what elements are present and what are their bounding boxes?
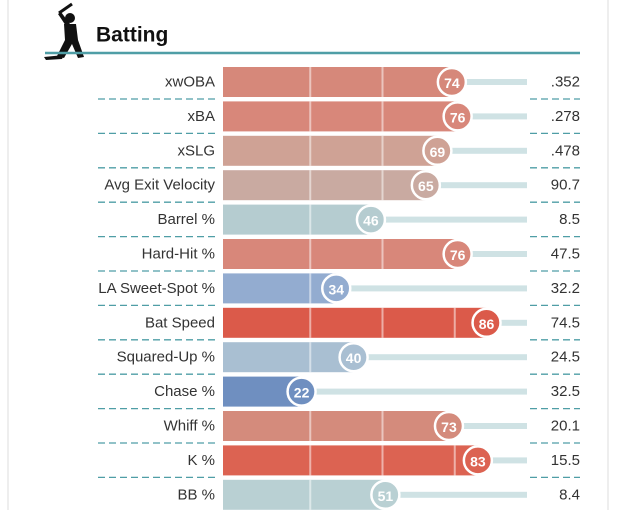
metric-label: Avg Exit Velocity [104, 177, 215, 194]
percentile-label: 73 [441, 419, 457, 435]
bar [223, 204, 371, 235]
metric-label: Chase % [154, 383, 215, 400]
metric-label: LA Sweet-Spot % [98, 280, 215, 297]
stat-value: .278 [551, 108, 580, 125]
bar [223, 411, 449, 441]
bar [223, 479, 386, 510]
metric-label: Barrel % [157, 211, 215, 228]
percentile-label: 83 [470, 453, 486, 469]
stat-value: 32.2 [551, 280, 580, 297]
percentile-dot [321, 273, 352, 304]
stat-value: 32.5 [551, 383, 580, 400]
track [353, 354, 527, 361]
track [336, 285, 527, 292]
percentile-dot [422, 135, 453, 167]
bar [223, 170, 426, 201]
bar [223, 67, 452, 97]
stat-value: 47.5 [551, 246, 580, 263]
metric-label: Squared-Up % [117, 349, 215, 366]
percentile-label: 69 [430, 144, 446, 160]
percentile-dot [436, 66, 468, 98]
stat-value: .478 [551, 142, 580, 159]
percentile-dot [462, 445, 494, 476]
stat-value: 24.5 [551, 349, 580, 366]
percentile-label: 51 [378, 488, 394, 504]
bar [223, 239, 458, 269]
stat-value: 90.7 [551, 177, 580, 194]
bar [223, 135, 438, 166]
percentile-label: 65 [418, 178, 434, 194]
track [437, 147, 527, 154]
stat-value: .352 [551, 74, 580, 91]
track [385, 491, 527, 498]
percentile-dot [286, 376, 317, 407]
track [425, 182, 527, 189]
stat-value: 8.4 [559, 486, 580, 503]
percentile-dot [471, 307, 502, 339]
percentile-dot [355, 204, 387, 235]
percentile-label: 22 [294, 385, 310, 401]
track [301, 388, 527, 395]
percentile-label: 76 [450, 247, 466, 263]
percentile-label: 74 [444, 75, 460, 91]
metric-label: xBA [187, 108, 215, 125]
percentile-label: 46 [363, 213, 379, 229]
section-title: Batting [96, 24, 168, 47]
metric-label: Whiff % [164, 418, 215, 435]
stat-value: 74.5 [551, 314, 580, 331]
track [451, 79, 527, 85]
percentile-label: 40 [346, 350, 362, 366]
metric-label: xwOBA [165, 74, 215, 91]
bar [223, 101, 458, 132]
percentile-dot [338, 341, 369, 373]
bar [223, 307, 487, 338]
metric-label: BB % [177, 486, 215, 503]
batter-icon [44, 2, 84, 60]
stat-value: 15.5 [551, 452, 580, 469]
percentile-label: 34 [328, 281, 344, 297]
percentile-dot [410, 169, 442, 201]
track [486, 319, 527, 326]
stat-value: 20.1 [551, 418, 580, 435]
metric-label: xSLG [177, 142, 215, 159]
percentile-label: 86 [479, 316, 495, 332]
track [448, 423, 527, 429]
track [477, 457, 527, 464]
metric-label: Bat Speed [145, 314, 215, 331]
metric-label: Hard-Hit % [142, 246, 215, 263]
track [457, 251, 527, 257]
stat-value: 8.5 [559, 211, 580, 228]
percentile-dot [442, 101, 473, 132]
percentile-dot [442, 238, 473, 270]
percentile-dot [433, 410, 465, 442]
metric-label: K % [187, 452, 215, 469]
percentile-dot [370, 479, 401, 510]
track [370, 216, 527, 223]
bar [223, 445, 478, 476]
percentile-label: 76 [450, 109, 466, 125]
bar [223, 273, 337, 304]
bar [223, 342, 354, 373]
track [457, 113, 527, 120]
